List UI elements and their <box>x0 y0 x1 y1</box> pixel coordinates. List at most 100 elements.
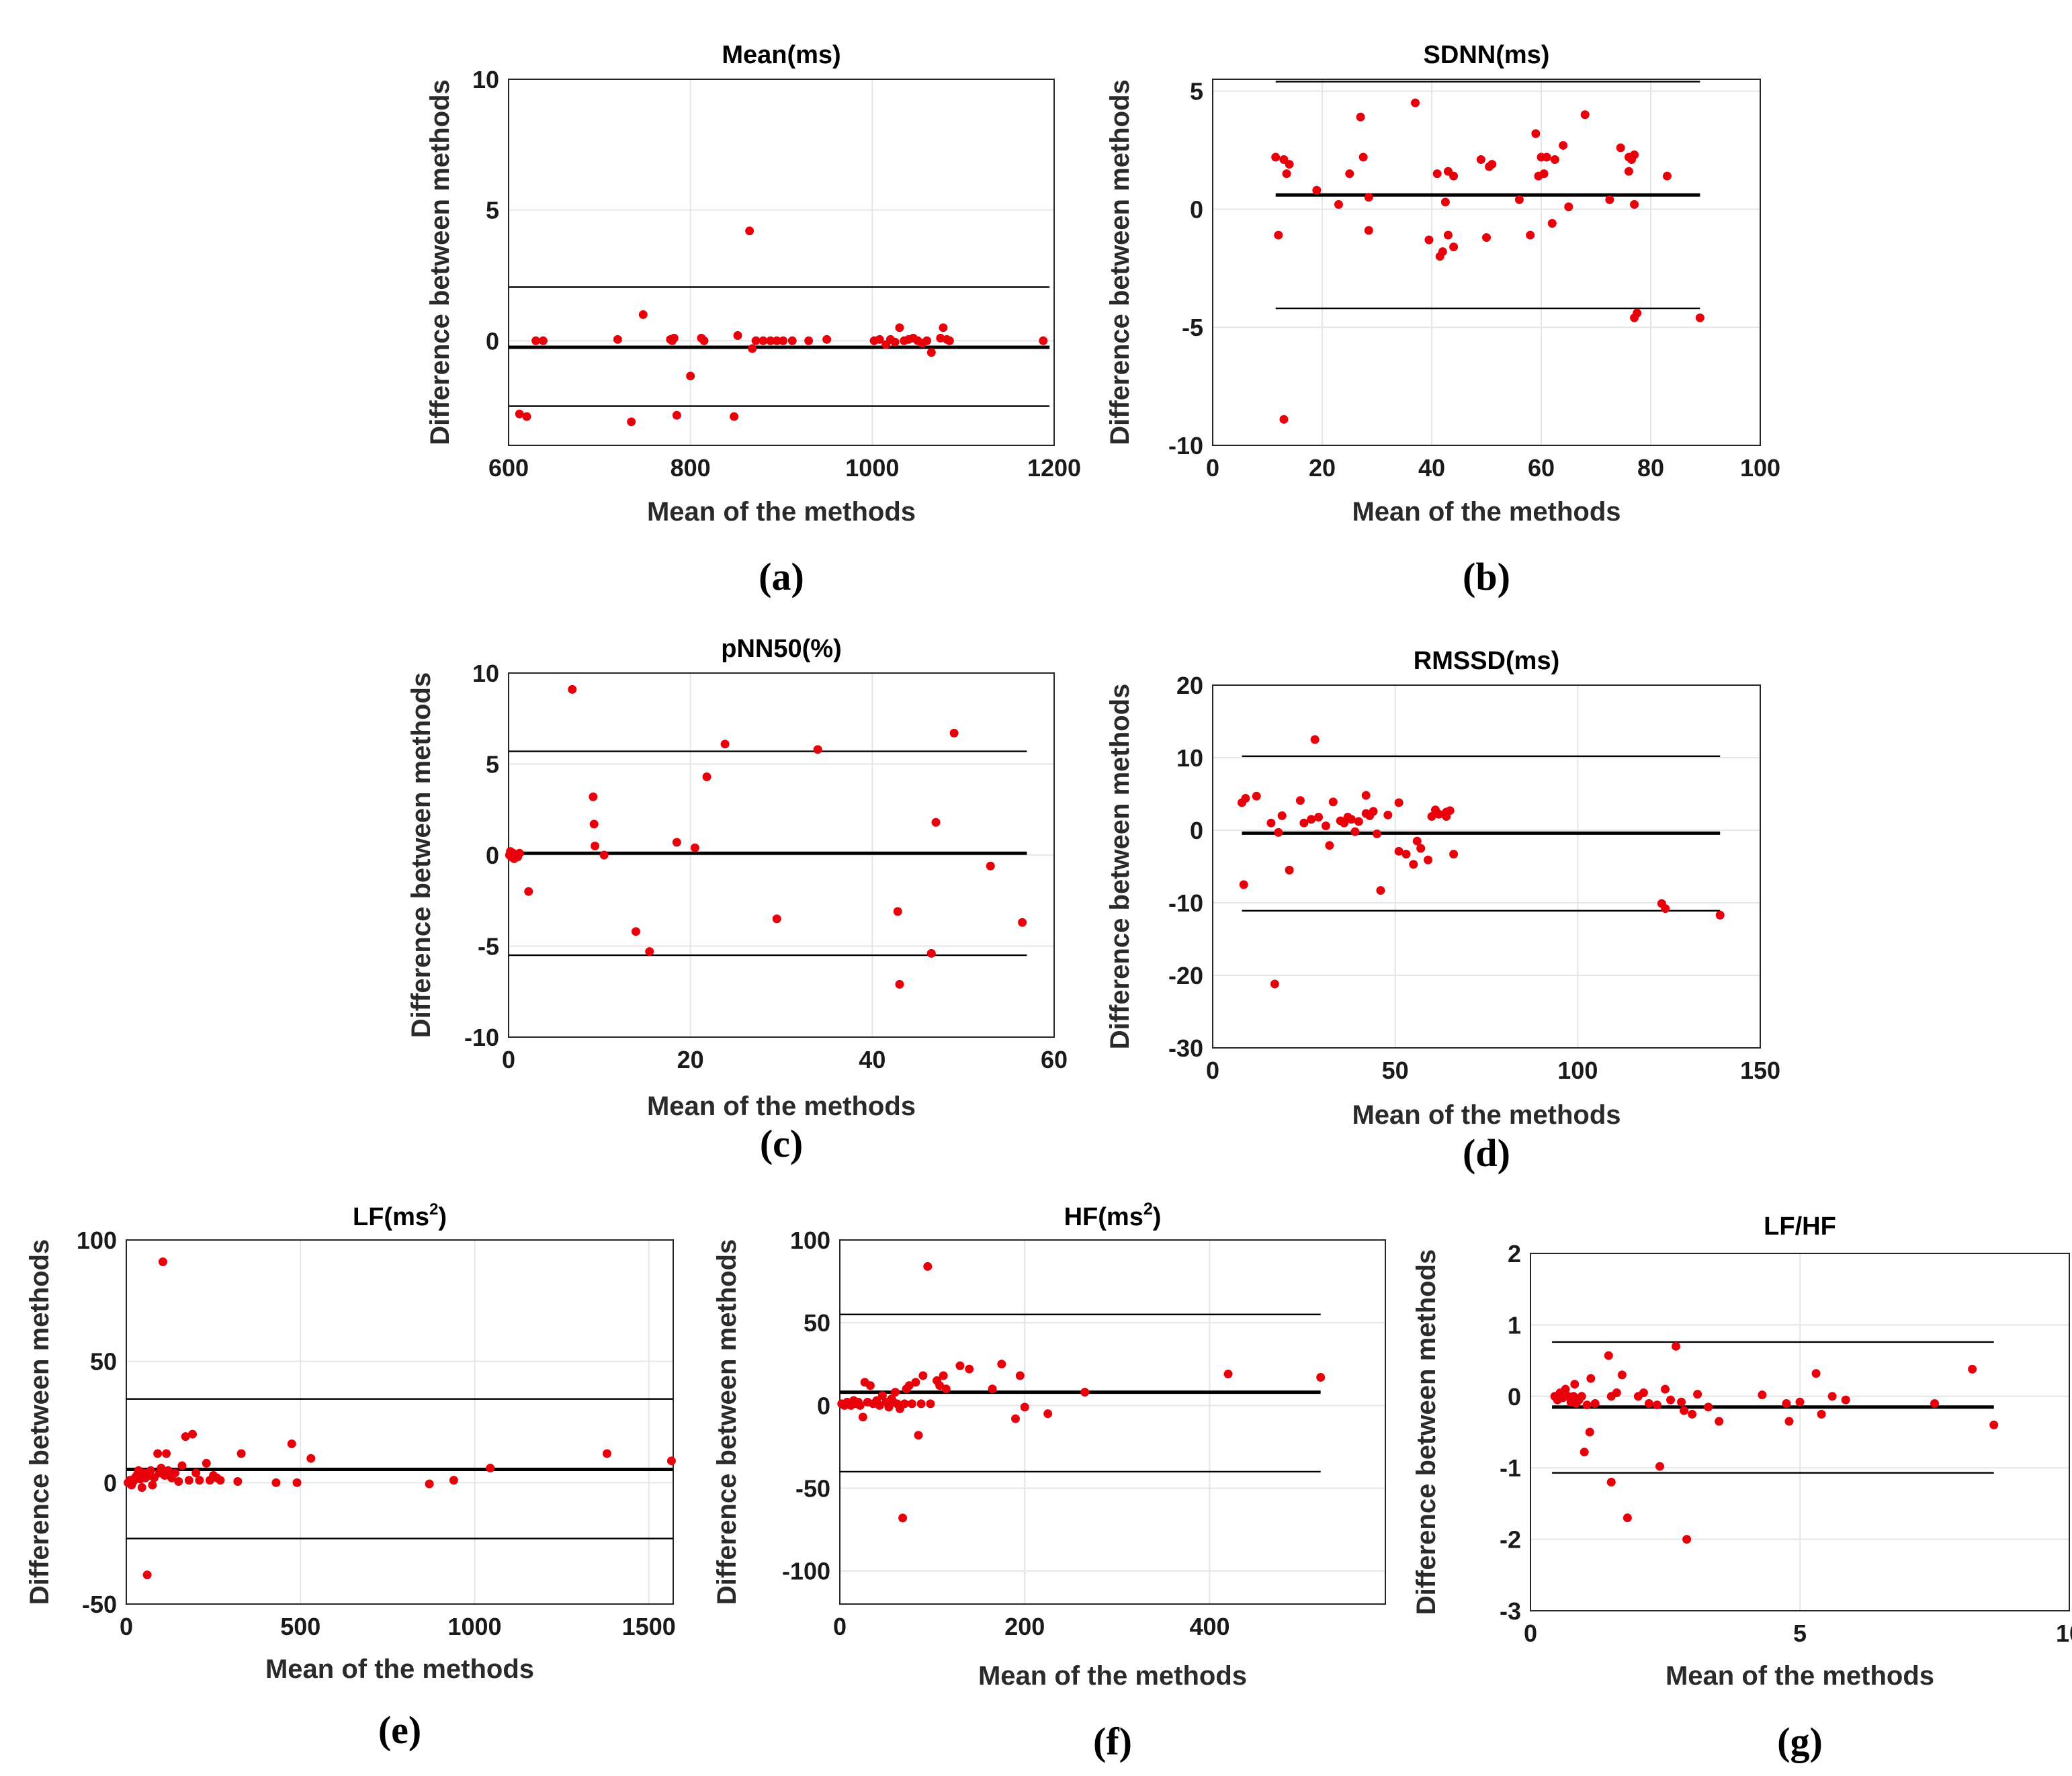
y-tick-label: -50 <box>82 1591 117 1618</box>
data-point <box>1020 1403 1029 1412</box>
x-axis-label: Mean of the methods <box>647 497 916 527</box>
data-point <box>1633 308 1642 318</box>
data-point <box>1285 160 1294 169</box>
data-point <box>1795 1397 1805 1407</box>
data-point <box>1526 230 1535 240</box>
x-tick-label: 40 <box>859 1046 886 1073</box>
data-point <box>751 336 761 345</box>
y-axis-label: Difference between methods <box>712 1239 742 1605</box>
data-point <box>1432 169 1442 179</box>
data-point <box>1434 809 1444 819</box>
data-point <box>1354 817 1363 826</box>
x-tick-label: 600 <box>488 454 529 482</box>
data-point <box>1373 829 1381 838</box>
data-point <box>1449 242 1459 252</box>
data-point <box>184 1476 193 1485</box>
data-point <box>188 1429 198 1439</box>
y-tick-label: -10 <box>464 1024 499 1051</box>
panel-a: 600 800 1000 1200 0 5 10 Mean(ms) Mean of the me… <box>425 41 1081 598</box>
y-tick-label: -10 <box>1168 889 1203 917</box>
data-point <box>515 848 524 858</box>
y-tick-label: 2 <box>1508 1240 1521 1268</box>
data-point <box>1817 1409 1826 1419</box>
data-point <box>787 336 797 345</box>
data-point <box>1279 414 1289 424</box>
data-point <box>1661 904 1670 914</box>
data-point <box>202 1458 211 1468</box>
panel-title: pNN50(%) <box>721 635 841 663</box>
data-point <box>1277 811 1287 820</box>
data-point <box>1350 827 1360 836</box>
data-point <box>599 850 609 860</box>
data-point <box>1784 1417 1794 1426</box>
x-tick-label: 200 <box>1004 1613 1045 1640</box>
y-tick-label: 0 <box>817 1392 830 1419</box>
y-tick-label: 100 <box>790 1227 830 1254</box>
x-tick-label: 100 <box>1557 1057 1598 1084</box>
data-point <box>1438 247 1447 257</box>
data-point <box>1080 1388 1090 1397</box>
y-tick-label: 10 <box>472 66 499 93</box>
x-axis-label: Mean of the methods <box>265 1654 534 1684</box>
panel-label: (d) <box>1463 1131 1510 1175</box>
data-point <box>926 948 936 958</box>
data-point <box>997 1360 1006 1369</box>
data-point <box>669 333 679 343</box>
y-axis-label: Difference between methods <box>1412 1249 1441 1615</box>
data-point <box>1539 169 1549 179</box>
data-point <box>1043 1409 1053 1419</box>
y-tick-label: -2 <box>1500 1526 1521 1554</box>
panel-title: SDNN(ms) <box>1424 41 1550 69</box>
data-point <box>1409 860 1418 869</box>
data-point <box>1424 235 1434 245</box>
data-point <box>916 1399 926 1409</box>
x-tick-label: 1000 <box>447 1613 501 1640</box>
title-end: ) <box>1153 1203 1162 1231</box>
data-point <box>907 1399 916 1409</box>
data-point <box>638 310 648 319</box>
data-point <box>865 1381 875 1390</box>
plot-frame <box>126 1239 674 1605</box>
data-point <box>1930 1398 1939 1408</box>
data-point <box>1606 1477 1616 1486</box>
x-tick-label: 10 <box>2056 1619 2072 1647</box>
data-point <box>146 1466 155 1475</box>
data-point <box>1704 1403 1713 1412</box>
x-tick-label: 80 <box>1637 454 1664 482</box>
plot-frame <box>1212 684 1761 1049</box>
x-tick-label: 1000 <box>845 454 899 482</box>
data-point <box>1271 152 1281 162</box>
data-point <box>1564 202 1573 212</box>
data-point <box>1310 735 1320 744</box>
data-point <box>893 907 902 916</box>
data-point <box>613 335 622 344</box>
data-point <box>1369 807 1378 816</box>
data-point <box>1542 152 1551 162</box>
title-superscript: 2 <box>1143 1200 1153 1218</box>
data-point <box>1968 1364 1977 1374</box>
data-point <box>772 914 781 924</box>
data-point <box>531 336 541 345</box>
data-point <box>191 1468 201 1478</box>
data-point <box>522 412 531 421</box>
data-point <box>1270 979 1279 989</box>
data-point <box>1328 797 1338 807</box>
data-point <box>877 1391 887 1401</box>
x-tick-label: 1500 <box>622 1613 676 1640</box>
data-point <box>1644 1398 1653 1408</box>
data-point <box>1680 1406 1689 1415</box>
data-point <box>1605 195 1614 204</box>
data-point <box>1531 129 1541 138</box>
data-point <box>1266 818 1276 828</box>
data-point <box>813 745 822 754</box>
y-tick-label: 50 <box>90 1348 117 1376</box>
data-point <box>1550 155 1559 165</box>
y-tick-label: -3 <box>1500 1597 1521 1625</box>
data-point <box>1321 822 1330 831</box>
data-point <box>306 1454 316 1463</box>
data-point <box>926 348 936 357</box>
x-tick-label: 5 <box>1793 1619 1807 1647</box>
data-point <box>1345 169 1354 179</box>
x-tick-label: 50 <box>1382 1057 1409 1084</box>
